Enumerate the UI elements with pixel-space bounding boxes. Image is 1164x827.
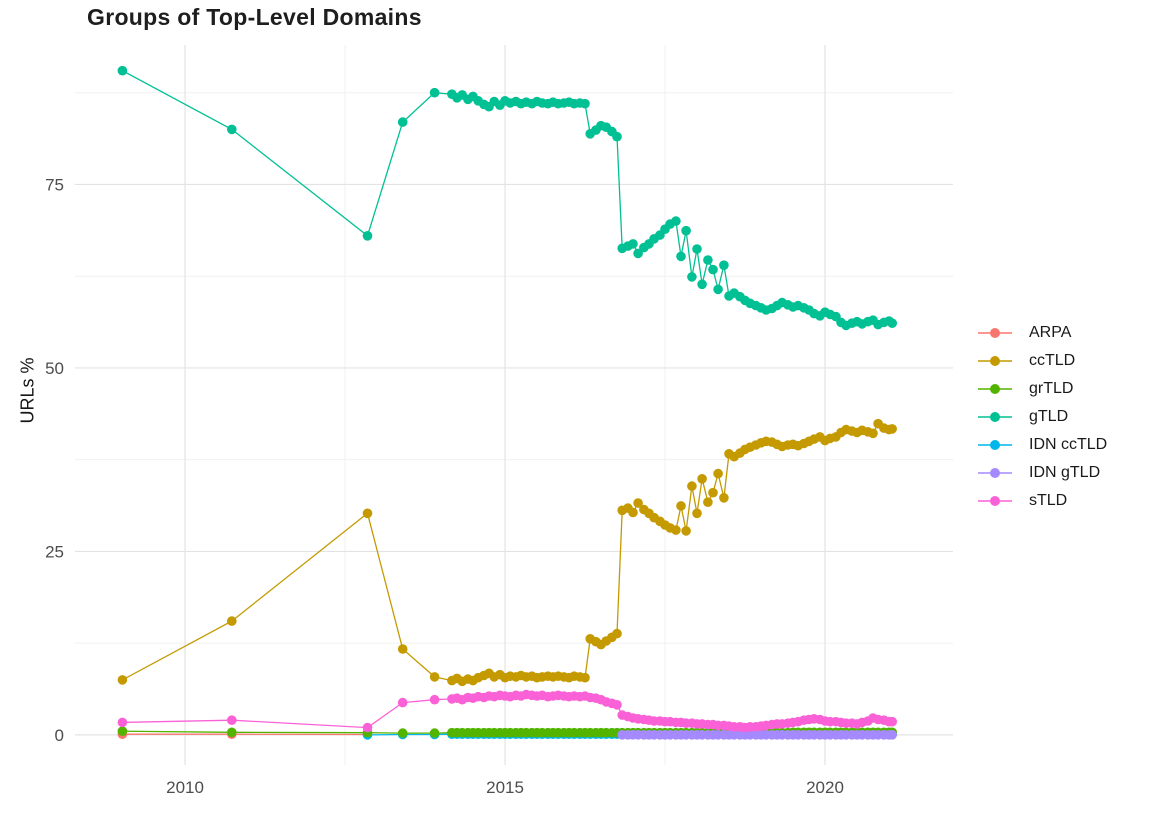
series-arpa — [117, 729, 373, 740]
data-point — [868, 428, 878, 439]
data-point — [713, 284, 723, 295]
data-point — [687, 272, 697, 282]
legend-key-icon — [978, 467, 1012, 478]
data-point — [697, 279, 707, 290]
data-point — [397, 644, 408, 654]
y-axis-title: URLs % — [17, 357, 38, 424]
data-point — [681, 225, 691, 236]
data-point — [633, 248, 643, 259]
legend-label: IDN gTLD — [1029, 463, 1101, 481]
y-axis-tick-label: 25 — [45, 542, 64, 561]
legend-label: gTLD — [1029, 407, 1069, 425]
gridlines-minor — [75, 45, 953, 765]
legend-key-icon — [978, 495, 1012, 506]
data-point — [692, 244, 702, 254]
y-axis-tick-label: 50 — [45, 359, 64, 378]
legend-item-grtld: grTLD — [977, 378, 1107, 399]
data-point — [429, 87, 440, 98]
data-point — [692, 508, 702, 519]
data-point — [397, 728, 408, 738]
data-point — [117, 675, 128, 685]
series-cctld — [117, 418, 897, 687]
y-axis-tick-label: 75 — [45, 175, 64, 194]
data-point — [397, 117, 408, 127]
data-point — [429, 728, 440, 738]
data-point — [612, 131, 622, 142]
data-point — [887, 730, 897, 740]
data-point — [887, 716, 897, 727]
data-point — [628, 239, 638, 249]
data-point — [671, 216, 681, 226]
data-point — [580, 672, 590, 683]
data-point — [708, 264, 718, 275]
legend-label: sTLD — [1029, 491, 1068, 509]
y-axis-tick-label: 0 — [55, 726, 64, 745]
data-point — [429, 694, 440, 705]
data-point — [612, 628, 622, 639]
data-point — [671, 525, 681, 535]
legend-key-icon — [978, 327, 1012, 338]
legend-label: ccTLD — [1029, 351, 1076, 369]
data-point — [676, 251, 686, 262]
data-point — [227, 616, 237, 626]
legend-item-stld: sTLD — [977, 490, 1107, 511]
legend-key-icon — [978, 411, 1012, 422]
data-point — [719, 260, 729, 271]
data-point — [362, 231, 373, 241]
data-point — [633, 498, 643, 508]
data-point — [719, 493, 729, 503]
data-point — [708, 487, 718, 498]
data-point — [227, 715, 237, 725]
gridlines-major — [75, 45, 953, 765]
data-point — [117, 726, 128, 736]
legend-label: grTLD — [1029, 379, 1074, 397]
legend: ARPA ccTLD grTLD gTLD IDN ccTLD IDN gTLD sTLD — [977, 322, 1107, 518]
data-point — [580, 98, 590, 109]
series-idn-gtld — [617, 730, 897, 740]
series-stld — [117, 689, 897, 733]
series-line — [122, 422, 893, 683]
data-point — [227, 124, 237, 135]
legend-item-gtld: gTLD — [977, 406, 1107, 427]
x-axis-tick-label: 2020 — [806, 778, 844, 797]
series-line — [122, 70, 893, 327]
data-point — [117, 717, 128, 728]
data-point — [676, 501, 686, 511]
legend-key-icon — [978, 439, 1012, 450]
data-point — [628, 507, 638, 518]
data-point — [362, 508, 373, 519]
data-point — [697, 474, 707, 484]
legend-key-icon — [978, 355, 1012, 366]
data-point — [703, 497, 713, 508]
data-point — [227, 727, 237, 738]
chart-title: Groups of Top-Level Domains — [87, 4, 422, 30]
x-axis-tick-label: 2015 — [486, 778, 524, 797]
data-point — [362, 722, 373, 733]
data-point — [703, 255, 713, 265]
legend-label: IDN ccTLD — [1029, 435, 1108, 453]
data-point — [612, 700, 622, 710]
data-point — [713, 468, 723, 479]
data-point — [687, 481, 697, 491]
x-axis-tick-label: 2010 — [166, 778, 204, 797]
data-point — [887, 318, 897, 329]
data-point — [887, 424, 897, 434]
data-point — [117, 65, 128, 76]
data-point — [397, 697, 408, 708]
legend-item-cctld: ccTLD — [977, 350, 1107, 371]
legend-label: ARPA — [1029, 323, 1072, 341]
legend-key-icon — [978, 383, 1012, 394]
legend-item-idn-gtld: IDN gTLD — [977, 462, 1107, 483]
legend-item-arpa: ARPA — [977, 322, 1107, 343]
data-point — [681, 526, 691, 536]
data-point — [429, 672, 440, 682]
series-gtld — [117, 65, 897, 331]
legend-item-idn-cctld: IDN ccTLD — [977, 434, 1107, 455]
axis-tick-labels: 0 25 50 75 2010 2015 2020 — [45, 175, 844, 797]
